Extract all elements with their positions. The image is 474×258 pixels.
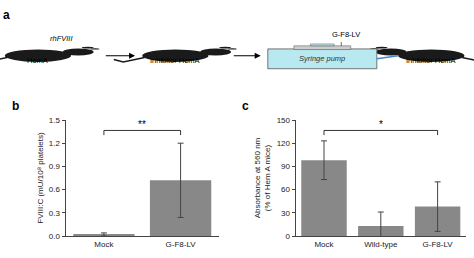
svg-text:G-F8-LV: G-F8-LV — [423, 240, 454, 249]
svg-text:Mock: Mock — [94, 240, 114, 249]
svg-text:Wild-type: Wild-type — [364, 240, 398, 249]
svg-text:1.2: 1.2 — [49, 139, 61, 148]
svg-text:*: * — [379, 119, 383, 130]
svg-text:Inhibitor HemA: Inhibitor HemA — [406, 56, 456, 65]
svg-text:60: 60 — [281, 185, 290, 194]
svg-text:FVIII:C (mU/10⁸ platelets): FVIII:C (mU/10⁸ platelets) — [36, 132, 45, 224]
svg-text:90: 90 — [281, 162, 290, 171]
svg-text:Syringe pump: Syringe pump — [299, 54, 345, 63]
svg-text:a: a — [3, 8, 10, 22]
svg-text:**: ** — [138, 119, 146, 130]
svg-text:0.3: 0.3 — [49, 209, 61, 218]
svg-text:30: 30 — [281, 209, 290, 218]
svg-text:G-F8-LV: G-F8-LV — [166, 240, 197, 249]
svg-text:b: b — [12, 99, 19, 113]
svg-text:HemA: HemA — [27, 56, 48, 65]
svg-text:G-F8-LV: G-F8-LV — [332, 30, 360, 39]
svg-text:rhFVIII: rhFVIII — [50, 34, 73, 43]
svg-text:0.0: 0.0 — [49, 232, 61, 241]
svg-text:Inhibitor HemA: Inhibitor HemA — [150, 56, 200, 65]
svg-text:0: 0 — [286, 232, 291, 241]
svg-text:1.5: 1.5 — [49, 116, 61, 125]
svg-text:0.9: 0.9 — [49, 162, 61, 171]
svg-text:0.6: 0.6 — [49, 185, 61, 194]
svg-text:Absorbance at 560 nm(% of Hem: Absorbance at 560 nm(% of Hem A mice) — [253, 137, 272, 218]
svg-text:150: 150 — [277, 116, 291, 125]
svg-text:Mock: Mock — [314, 240, 334, 249]
svg-text:120: 120 — [277, 139, 291, 148]
svg-text:c: c — [242, 99, 249, 113]
